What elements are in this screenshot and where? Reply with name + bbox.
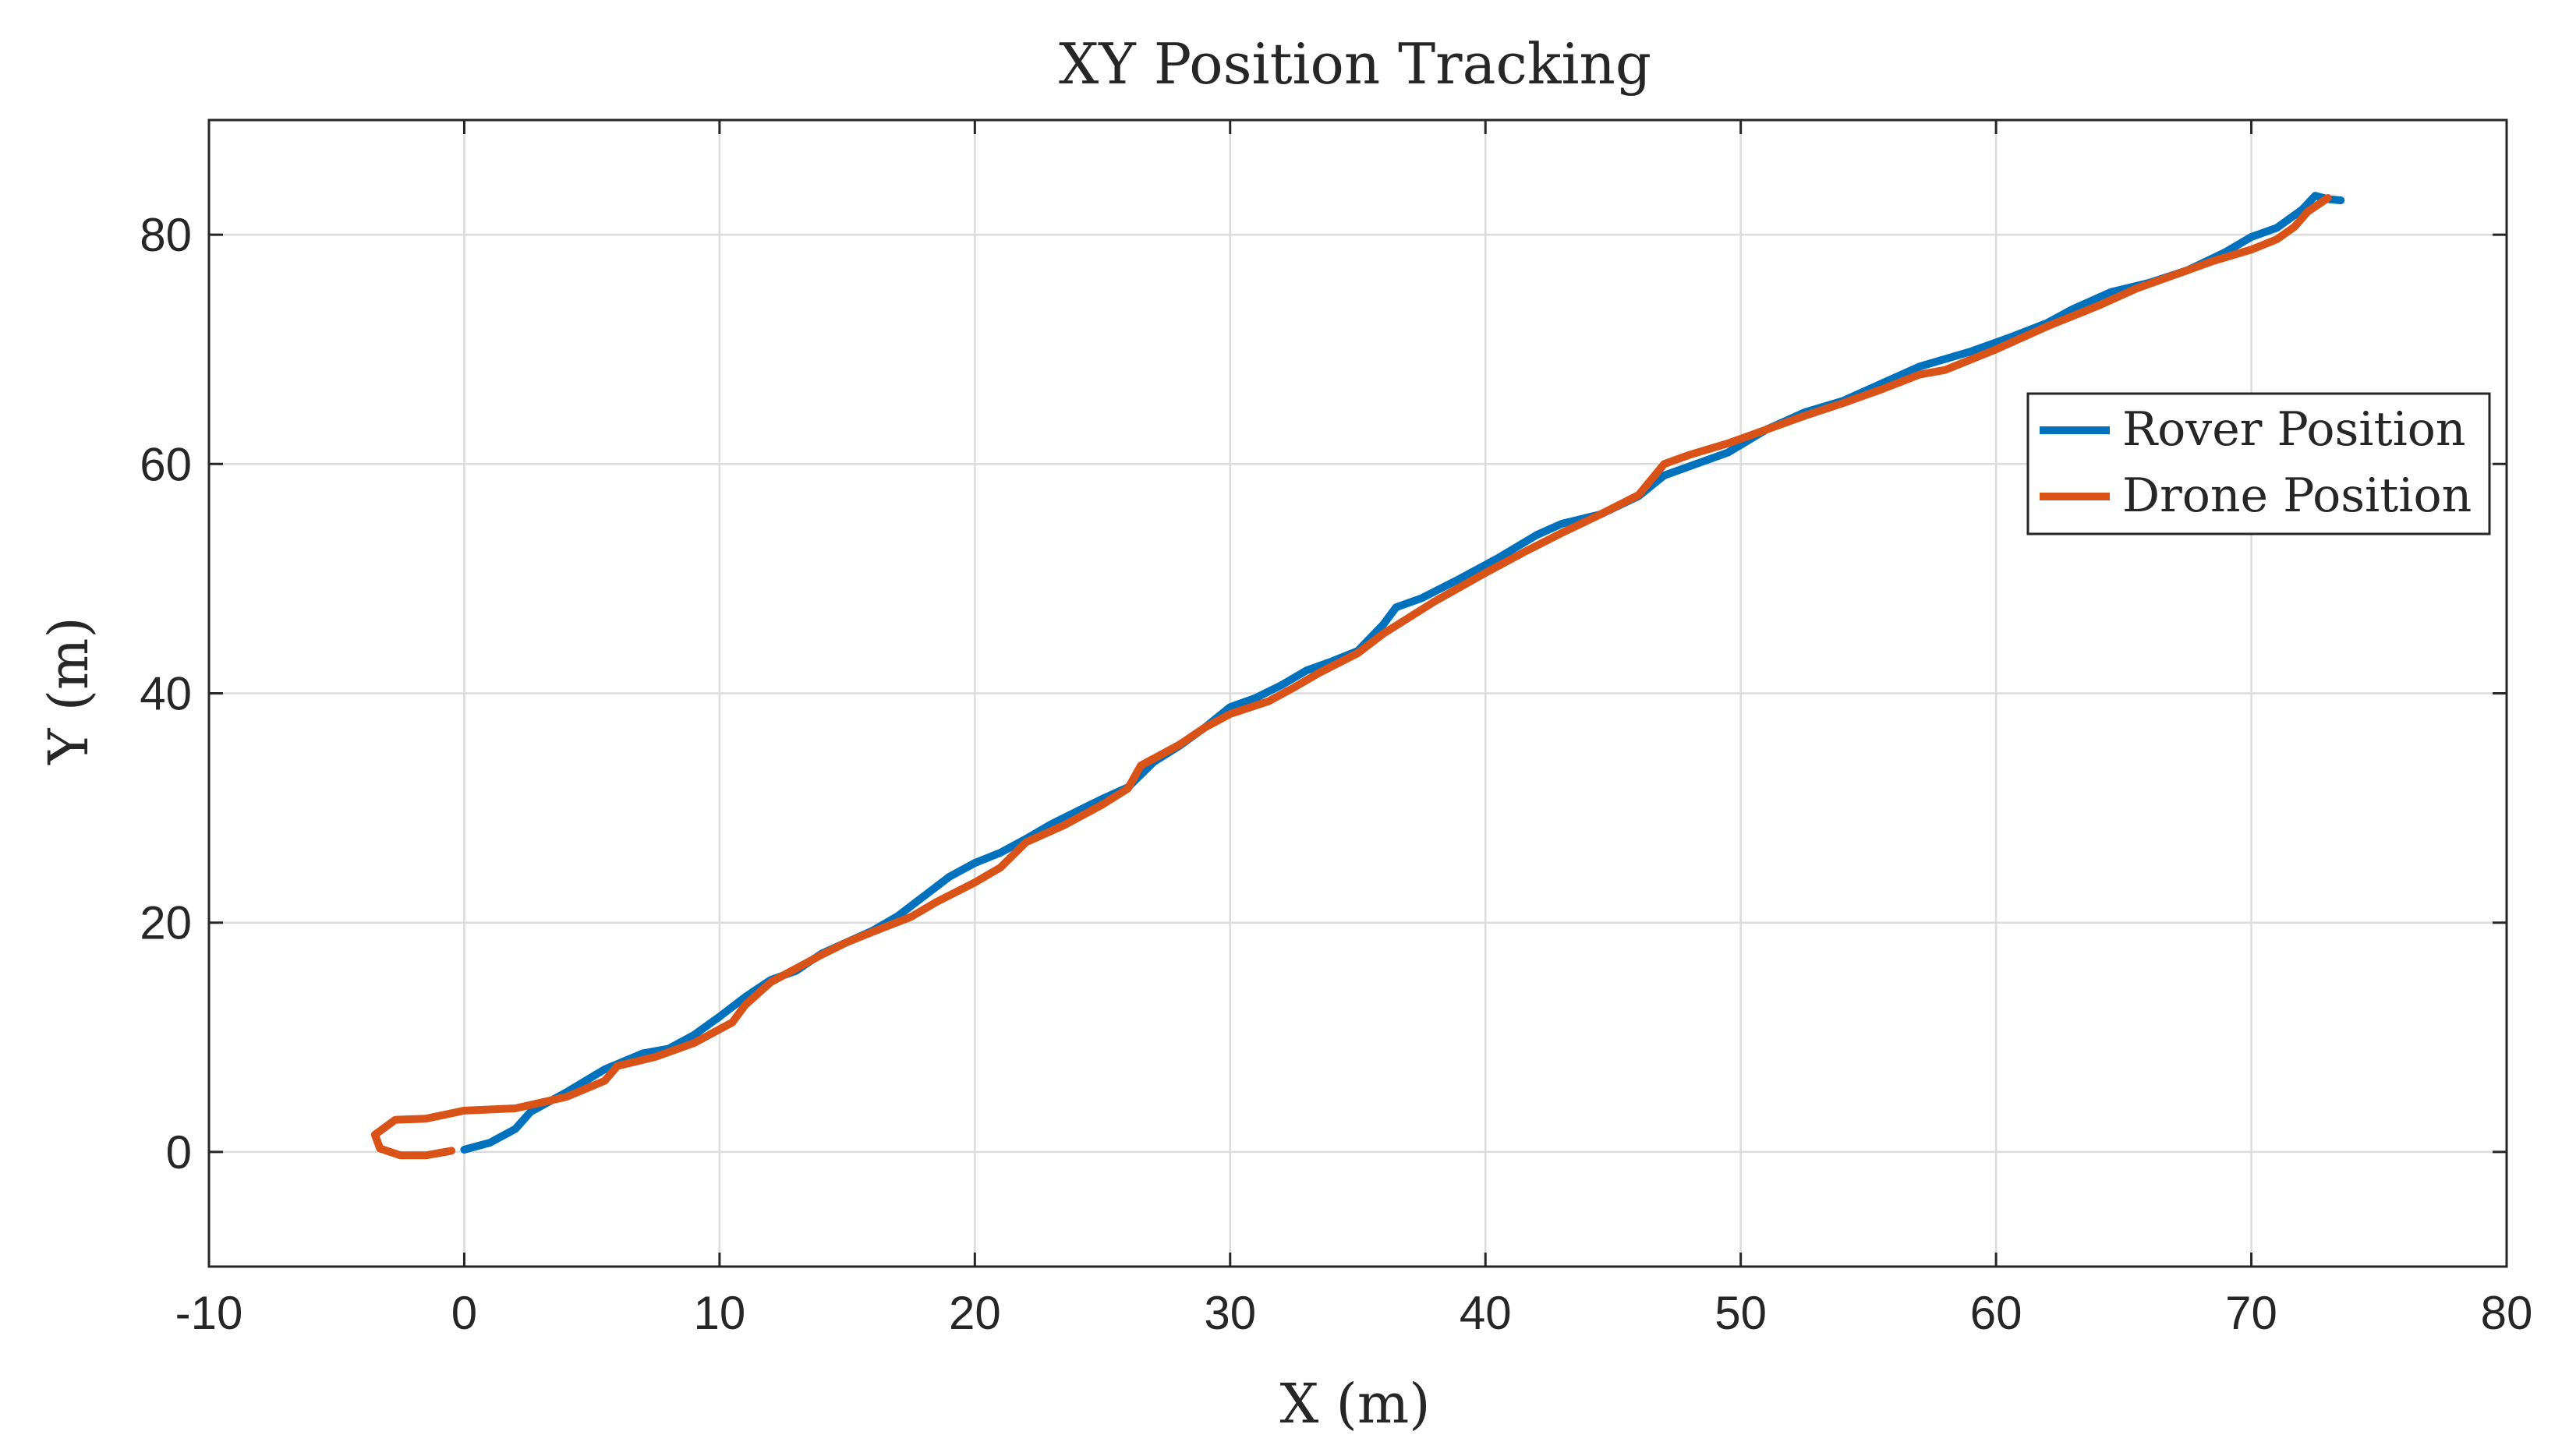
x-tick-label: 70 xyxy=(2225,1287,2277,1339)
x-tick-label: 50 xyxy=(1714,1287,1767,1339)
axis-ticks: -10 0 10 20 30 40 50 60 70 80 0 20 40 60 80 xyxy=(140,120,2532,1339)
legend: Rover Position Drone Position xyxy=(2026,392,2491,535)
x-tick-label: 30 xyxy=(1204,1287,1256,1339)
x-tick-label: 40 xyxy=(1460,1287,1512,1339)
x-tick-label: 10 xyxy=(694,1287,746,1339)
y-axis-label: Y (m) xyxy=(37,617,101,765)
y-tick-label: 80 xyxy=(140,209,192,261)
grid xyxy=(209,120,2507,1267)
x-tick-label: 20 xyxy=(949,1287,1001,1339)
y-tick-label: 0 xyxy=(166,1126,192,1179)
x-axis-label: X (m) xyxy=(1279,1372,1430,1436)
legend-box xyxy=(2026,392,2491,535)
chart-title: XY Position Tracking xyxy=(1059,31,1651,97)
x-tick-label: 0 xyxy=(451,1287,477,1339)
x-tick-label: -10 xyxy=(175,1287,243,1339)
legend-label-rover: Rover Position xyxy=(2122,402,2466,457)
y-tick-label: 20 xyxy=(140,897,192,949)
drone-position-line xyxy=(370,194,2332,1160)
x-tick-label: 60 xyxy=(1970,1287,2022,1339)
legend-label-drone: Drone Position xyxy=(2122,468,2472,523)
y-tick-label: 40 xyxy=(140,668,192,720)
x-tick-label: 80 xyxy=(2481,1287,2533,1339)
series-lines xyxy=(370,192,2345,1160)
y-tick-label: 60 xyxy=(140,438,192,490)
